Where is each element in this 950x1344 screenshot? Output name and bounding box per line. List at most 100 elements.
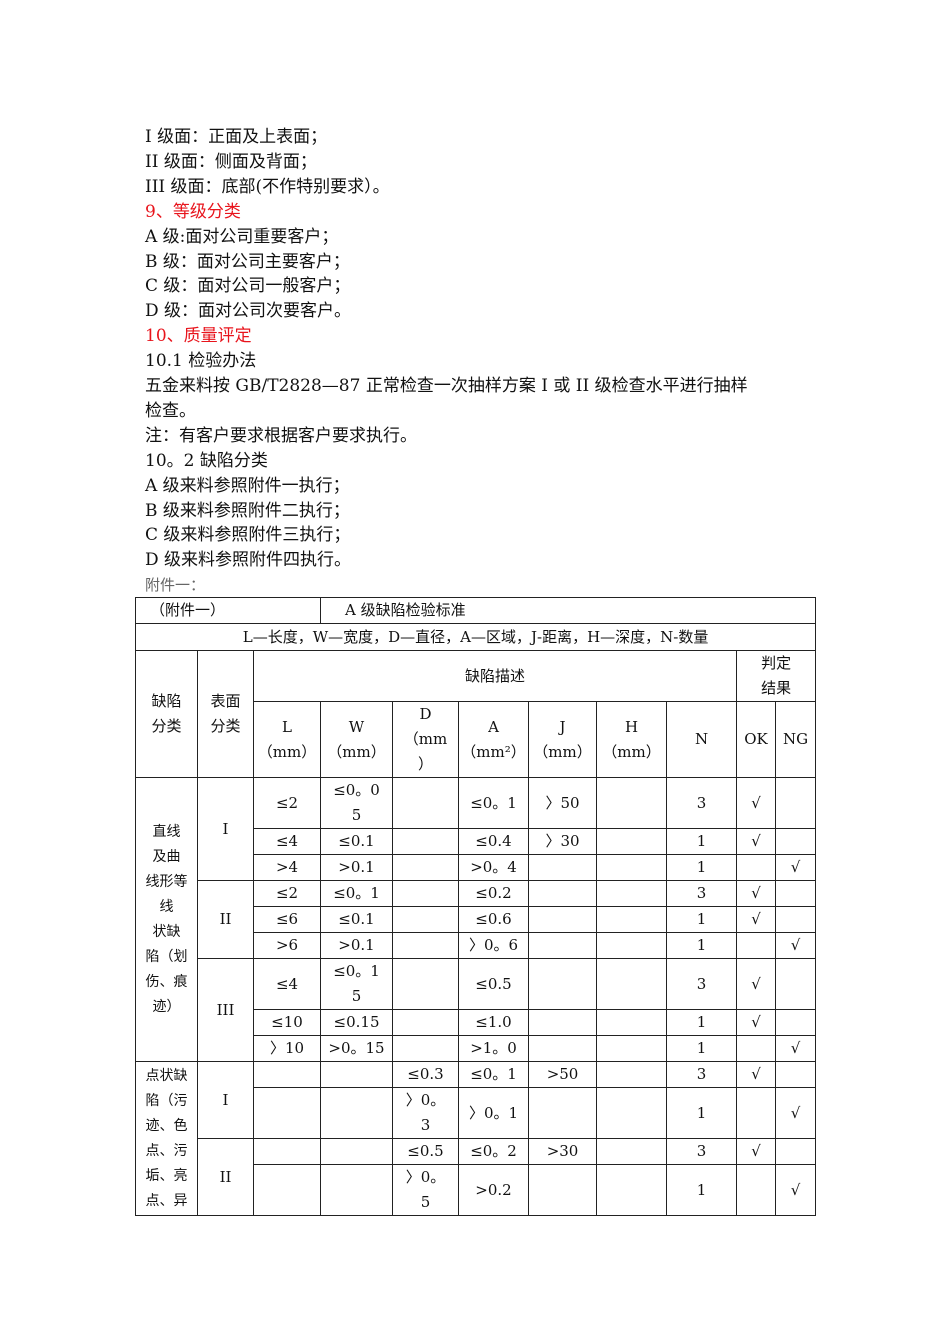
value-cell: ≤0。2 — [458, 1138, 530, 1165]
ok-mark-cell — [736, 932, 777, 959]
column-header: N — [666, 701, 738, 778]
text-line: B 级来料参照附件二执行； — [145, 500, 350, 521]
value-cell — [596, 1061, 668, 1088]
value-cell — [528, 958, 598, 1010]
value-cell — [252, 1087, 322, 1139]
value-cell: >0.1 — [320, 854, 394, 881]
ng-mark-cell — [775, 1061, 817, 1088]
ng-mark-cell — [775, 1009, 817, 1036]
column-header: NG — [775, 701, 817, 778]
value-cell: ≤0.15 — [320, 1009, 394, 1036]
ok-mark-cell: √ — [736, 958, 777, 1010]
value-cell — [596, 1138, 668, 1165]
value-cell — [528, 1087, 598, 1139]
value-cell: >1。0 — [458, 1035, 530, 1062]
value-cell — [596, 1164, 668, 1216]
value-cell: 〉0。 3 — [392, 1087, 460, 1139]
value-cell: 3 — [666, 1138, 738, 1165]
value-cell: ≤0.5 — [392, 1138, 460, 1165]
value-cell — [528, 906, 598, 933]
column-header: W （mm） — [320, 701, 394, 778]
value-cell — [392, 880, 460, 907]
value-cell — [252, 1138, 322, 1165]
text-line: 注：有客户要求根据客户要求执行。 — [145, 425, 417, 446]
value-cell: ≤0.2 — [458, 880, 530, 907]
header-defect-description: 缺陷描述 — [252, 650, 738, 702]
table-row: 点状缺 陷（污 迹、色 点、污 垢、亮 点、异 I ≤0.3 ≤0。1 >50 3 √ — [135, 1061, 817, 1216]
table-row: 直线 及曲 线形等 线 状缺 陷（划 伤、痕 迹） I ≤2 ≤0。0 5 ≤0。1 〉5… — [135, 777, 817, 1062]
ng-mark-cell — [775, 1138, 817, 1165]
value-cell: >0。4 — [458, 854, 530, 881]
value-cell — [528, 932, 598, 959]
value-cell: ≤0。1 — [458, 1061, 530, 1088]
ng-mark-cell — [775, 906, 817, 933]
value-cell: ≤4 — [252, 828, 322, 855]
ng-mark-cell: √ — [775, 1164, 817, 1216]
ng-mark-cell — [775, 958, 817, 1010]
value-cell — [392, 958, 460, 1010]
text-line: A 级:面对公司重要客户； — [145, 226, 339, 247]
table-row: 〉0。 3 〉0。1 1 √ — [136, 1087, 817, 1139]
value-cell: 1 — [666, 1164, 738, 1216]
column-header: OK — [736, 701, 777, 778]
text-line: A 级来料参照附件一执行； — [145, 475, 350, 496]
header-result: 判定 结果 — [736, 650, 817, 702]
table-legend: L—长度，W—宽度，D—直径，A—区域，J-距离，H—深度，N-数量 — [134, 623, 817, 651]
surface-category-cell: III — [197, 958, 254, 1062]
value-cell — [528, 1164, 598, 1216]
text-line: 检查。 — [145, 400, 196, 421]
value-cell: >50 — [528, 1061, 598, 1088]
table-row: ≤6 ≤0.1 ≤0.6 1 √ — [136, 906, 817, 933]
value-cell: 1 — [666, 828, 738, 855]
value-cell — [596, 828, 668, 855]
ok-mark-cell: √ — [736, 880, 777, 907]
text-line: 五金来料按 GB/T2828—87 正常检查一次抽样方案 I 或 II 级检查水… — [145, 376, 748, 396]
ng-mark-cell: √ — [775, 1035, 817, 1062]
value-cell — [392, 932, 460, 959]
text-line: 10。2 缺陷分类 — [145, 450, 268, 471]
value-cell: 〉10 — [252, 1035, 322, 1062]
value-cell: 3 — [666, 777, 738, 829]
a-grade-defect-standard-table: （附件一） A 级缺陷检验标准 L—长度，W—宽度，D—直径，A—区域，J-距离… — [134, 597, 817, 1216]
value-cell: ≤0.3 — [392, 1061, 460, 1088]
column-header: J （mm） — [528, 701, 598, 778]
value-cell — [596, 932, 668, 959]
value-cell: ≤0.6 — [458, 906, 530, 933]
value-cell — [528, 1035, 598, 1062]
defect-category-cell: 点状缺 陷（污 迹、色 点、污 垢、亮 点、异 — [135, 1061, 198, 1216]
ok-mark-cell — [736, 1035, 777, 1062]
value-cell — [596, 1035, 668, 1062]
value-cell: >4 — [252, 854, 322, 881]
value-cell — [252, 1164, 322, 1216]
text-line: C 级来料参照附件三执行； — [145, 525, 351, 546]
value-cell: ≤2 — [252, 777, 322, 829]
text-line: D 级：面对公司次要客户。 — [145, 301, 352, 322]
text-line: D 级来料参照附件四执行。 — [145, 550, 352, 571]
value-cell: 1 — [666, 1009, 738, 1036]
table-row: 〉0。 5 >0.2 1 √ — [136, 1164, 817, 1216]
table-row: II ≤0.5 ≤0。2 >30 3 √ — [136, 1138, 817, 1216]
section-heading: 9、等级分类 — [145, 201, 241, 222]
value-cell: 〉0。6 — [458, 932, 530, 959]
value-cell: ≤0。1 5 — [320, 958, 394, 1010]
ng-mark-cell — [775, 777, 817, 829]
value-cell: ≤4 — [252, 958, 322, 1010]
attachment-label: （附件一） — [134, 597, 322, 624]
text-line: C 级：面对公司一般客户； — [145, 276, 351, 297]
value-cell — [596, 958, 668, 1010]
value-cell — [528, 880, 598, 907]
surface-category-cell: I — [197, 1061, 254, 1139]
value-cell: ≤0。1 — [320, 880, 394, 907]
value-cell: 3 — [666, 1061, 738, 1088]
ok-mark-cell: √ — [736, 1138, 777, 1165]
value-cell: 3 — [666, 958, 738, 1010]
surface-category-cell: II — [197, 880, 254, 959]
column-header: D （mm ） — [392, 701, 460, 778]
text-line: B 级：面对公司主要客户； — [145, 251, 350, 272]
value-cell: >30 — [528, 1138, 598, 1165]
value-cell: 1 — [666, 1087, 738, 1139]
value-cell: 〉30 — [528, 828, 598, 855]
value-cell: ≤0。1 — [458, 777, 530, 829]
value-cell — [320, 1164, 394, 1216]
